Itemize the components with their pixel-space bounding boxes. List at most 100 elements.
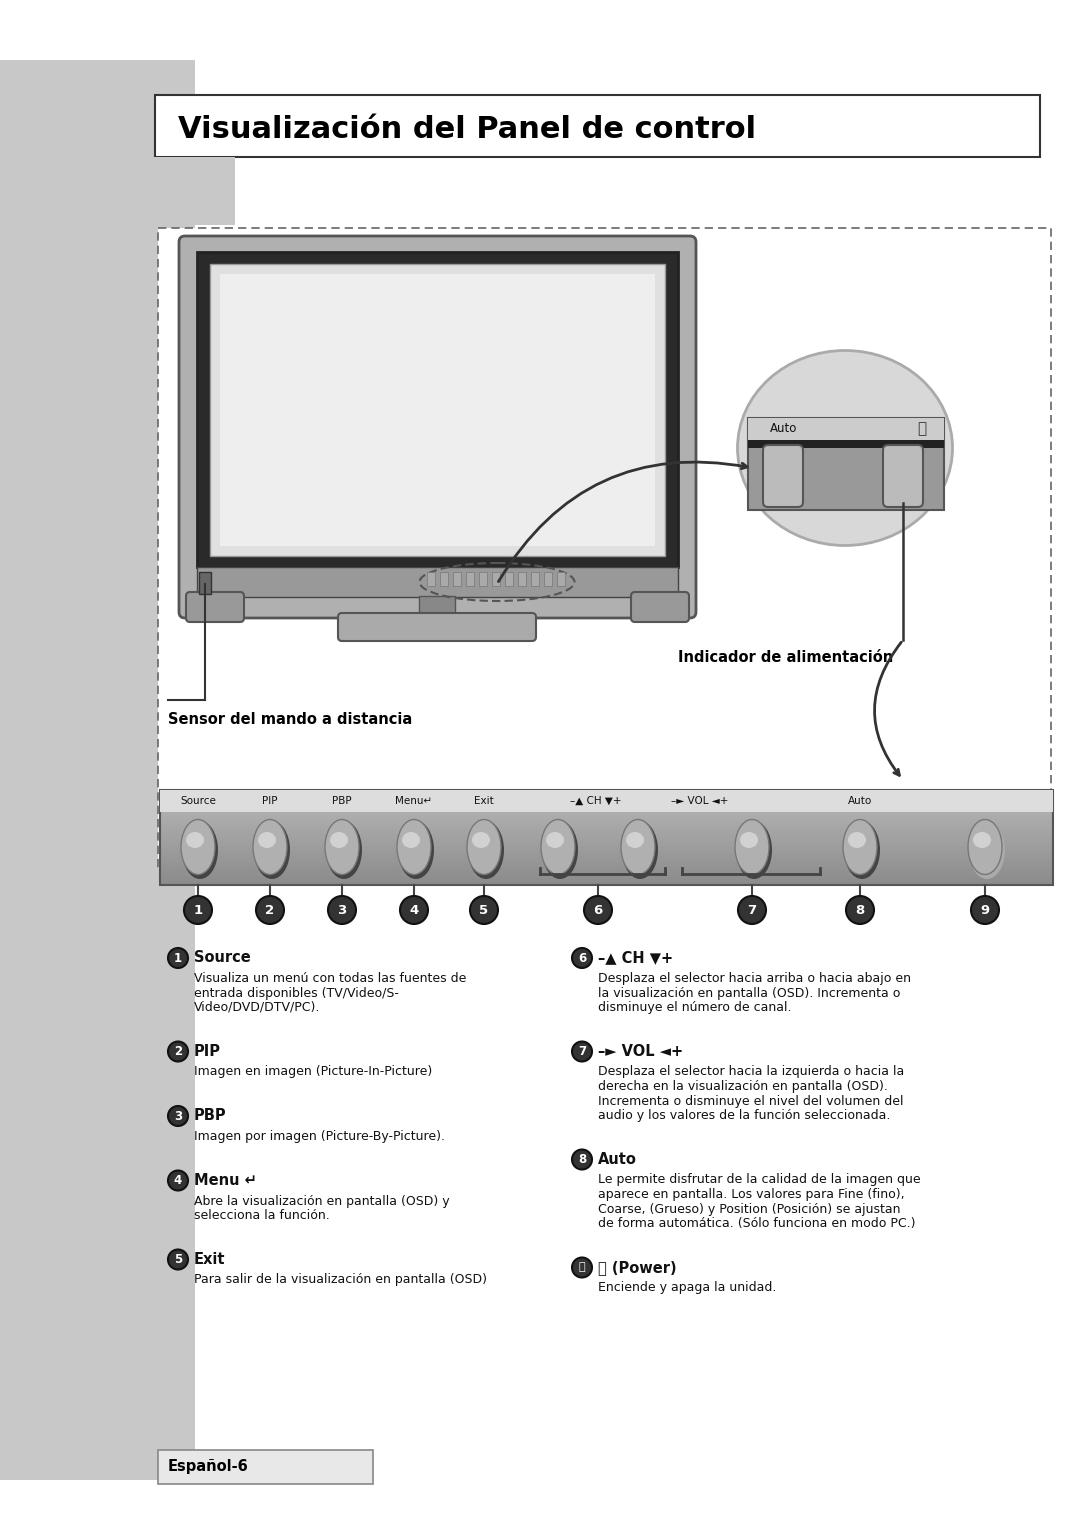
Bar (453, 571, 461, 587)
Text: –▲ CH ▼+: –▲ CH ▼+ (598, 950, 673, 966)
Ellipse shape (738, 350, 953, 545)
Ellipse shape (626, 833, 644, 848)
Text: 8: 8 (578, 1154, 586, 1166)
Ellipse shape (542, 821, 578, 879)
Bar (440, 571, 448, 587)
Text: 2: 2 (174, 1045, 183, 1057)
Text: Source: Source (194, 950, 251, 966)
Bar (160, 853, 1053, 857)
Text: 4: 4 (409, 903, 419, 917)
Bar (557, 571, 565, 587)
Ellipse shape (472, 833, 490, 848)
Ellipse shape (181, 819, 215, 874)
Ellipse shape (402, 833, 420, 848)
Text: audio y los valores de la función seleccionada.: audio y los valores de la función selecc… (598, 1109, 890, 1122)
Text: Menu ↵: Menu ↵ (194, 1174, 257, 1187)
Text: Español-6: Español-6 (168, 1459, 248, 1475)
Bar (160, 790, 1053, 885)
Circle shape (328, 895, 356, 924)
Bar (158, 1450, 373, 1484)
Ellipse shape (399, 821, 434, 879)
Text: Video/DVD/DTV/PC).: Video/DVD/DTV/PC). (194, 1001, 321, 1015)
Text: Imagen por imagen (Picture-By-Picture).: Imagen por imagen (Picture-By-Picture). (194, 1131, 445, 1143)
Bar (160, 863, 1053, 866)
Circle shape (168, 1042, 188, 1062)
Text: aparece en pantalla. Los valores para Fine (fino),: aparece en pantalla. Los valores para Fi… (598, 1187, 905, 1201)
Text: Auto: Auto (598, 1152, 637, 1167)
Bar (160, 802, 1053, 807)
Bar (160, 857, 1053, 860)
Text: Abre la visualización en pantalla (OSD) y: Abre la visualización en pantalla (OSD) … (194, 1195, 449, 1207)
Bar (220, 274, 654, 545)
FancyBboxPatch shape (631, 591, 689, 622)
Text: Source: Source (180, 796, 216, 805)
Bar (160, 793, 1053, 798)
Bar (197, 252, 678, 567)
Text: Imagen en imagen (Picture-In-Picture): Imagen en imagen (Picture-In-Picture) (194, 1065, 432, 1079)
Circle shape (168, 947, 188, 969)
Bar (0, 157, 235, 225)
Bar (160, 882, 1053, 886)
FancyBboxPatch shape (338, 613, 536, 642)
Text: Visualización del Panel de control: Visualización del Panel de control (178, 116, 756, 145)
Bar (419, 596, 455, 617)
Text: PBP: PBP (333, 796, 352, 805)
Bar (492, 571, 500, 587)
Circle shape (572, 1258, 592, 1277)
Bar (480, 571, 487, 587)
Text: Incrementa o disminuye el nivel del volumen del: Incrementa o disminuye el nivel del volu… (598, 1094, 904, 1108)
Ellipse shape (843, 819, 877, 874)
Text: entrada disponibles (TV/Video/S-: entrada disponibles (TV/Video/S- (194, 987, 399, 999)
Text: PIP: PIP (262, 796, 278, 805)
Bar (531, 571, 539, 587)
Text: 6: 6 (578, 952, 586, 964)
Text: 7: 7 (578, 1045, 586, 1057)
Ellipse shape (740, 833, 758, 848)
Bar (160, 860, 1053, 863)
Bar (505, 571, 513, 587)
Ellipse shape (621, 819, 654, 874)
Bar (158, 228, 1051, 868)
Text: Enciende y apaga la unidad.: Enciende y apaga la unidad. (598, 1282, 777, 1294)
Text: 7: 7 (747, 903, 757, 917)
Bar (160, 831, 1053, 836)
Bar (544, 571, 552, 587)
Bar (748, 419, 944, 440)
Text: Para salir de la visualización en pantalla (OSD): Para salir de la visualización en pantal… (194, 1273, 487, 1287)
Text: Sensor del mando a distancia: Sensor del mando a distancia (168, 712, 413, 727)
Bar (427, 571, 435, 587)
Ellipse shape (186, 833, 204, 848)
Ellipse shape (973, 833, 991, 848)
Text: Auto: Auto (848, 796, 873, 805)
Circle shape (256, 895, 284, 924)
Bar (160, 816, 1053, 819)
Bar (160, 819, 1053, 822)
Ellipse shape (254, 821, 291, 879)
Ellipse shape (843, 821, 880, 879)
Ellipse shape (326, 821, 362, 879)
Ellipse shape (622, 821, 658, 879)
Bar (160, 805, 1053, 810)
Ellipse shape (258, 833, 276, 848)
Bar (748, 419, 944, 510)
Text: 4: 4 (174, 1174, 183, 1187)
Text: Indicador de alimentación: Indicador de alimentación (678, 649, 893, 665)
Ellipse shape (468, 821, 504, 879)
Text: ⏻ (Power): ⏻ (Power) (598, 1261, 677, 1274)
Ellipse shape (735, 819, 769, 874)
Circle shape (572, 947, 592, 969)
Bar (160, 790, 1053, 795)
FancyBboxPatch shape (186, 591, 244, 622)
Ellipse shape (968, 819, 1002, 874)
Ellipse shape (848, 833, 866, 848)
Bar (199, 571, 211, 594)
Bar (0, 60, 195, 1481)
Bar (160, 843, 1053, 848)
Text: Visualiza un menú con todas las fuentes de: Visualiza un menú con todas las fuentes … (194, 972, 467, 986)
Text: Menu↵: Menu↵ (395, 796, 433, 805)
Bar (518, 571, 526, 587)
Ellipse shape (397, 819, 431, 874)
Text: selecciona la función.: selecciona la función. (194, 1209, 329, 1222)
Circle shape (572, 1149, 592, 1169)
Ellipse shape (467, 819, 501, 874)
